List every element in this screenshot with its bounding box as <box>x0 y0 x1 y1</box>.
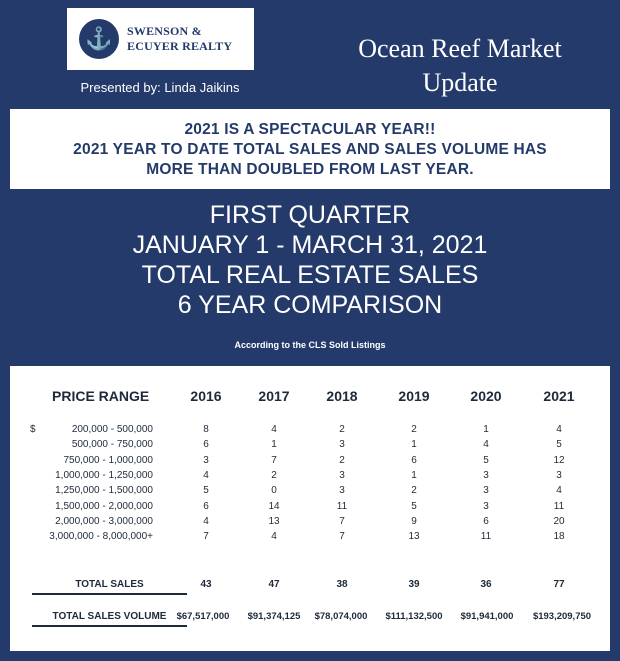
total-volume-cell: $111,132,500 <box>385 611 443 622</box>
sales-count-cell: 6 <box>411 455 417 466</box>
total-sales-cell: 39 <box>408 579 420 590</box>
sales-count-cell: 2 <box>411 485 417 496</box>
sales-count-cell: 7 <box>339 531 345 542</box>
company-logo: ⚓ SWENSON & ECUYER REALTY <box>67 8 254 70</box>
sales-count-cell: 1 <box>483 424 489 435</box>
anchor-icon: ⚓ <box>79 19 119 59</box>
sales-count-cell: 3 <box>339 470 345 481</box>
sales-count-cell: 2 <box>271 470 277 481</box>
currency-symbol: $ <box>30 424 36 435</box>
sales-count-cell: 9 <box>411 516 417 527</box>
announcement-line: MORE THAN DOUBLED FROM LAST YEAR. <box>146 161 474 178</box>
sales-count-cell: 2 <box>339 424 345 435</box>
total-sales-cell: 47 <box>268 579 280 590</box>
sales-count-cell: 6 <box>203 501 209 512</box>
sales-count-cell: 11 <box>553 501 565 512</box>
sales-count-cell: 3 <box>339 439 345 450</box>
sales-count-cell: 4 <box>203 470 209 481</box>
sales-count-cell: 3 <box>483 501 489 512</box>
price-range-label: 3,000,000 - 8,000,000+ <box>49 531 153 542</box>
total-volume-cell: $91,941,000 <box>460 611 514 622</box>
price-range-label: 500,000 - 750,000 <box>71 439 153 450</box>
company-name: SWENSON & ECUYER REALTY <box>127 24 233 53</box>
sales-count-cell: 0 <box>271 485 277 496</box>
year-header: 2016 <box>190 388 222 404</box>
price-range-label: 200,000 - 500,000 <box>71 424 153 435</box>
total-sales-cell: 77 <box>553 579 565 590</box>
sales-count-cell: 1 <box>271 439 277 450</box>
year-header: 2017 <box>258 388 290 404</box>
presenter-credit: Presented by: Linda Jaikins <box>80 80 240 95</box>
price-range-label: 750,000 - 1,000,000 <box>63 455 153 466</box>
sales-count-cell: 11 <box>336 501 348 512</box>
headline-line: TOTAL REAL ESTATE SALES <box>141 261 479 289</box>
sales-count-cell: 18 <box>553 531 565 542</box>
sales-count-cell: 4 <box>271 531 277 542</box>
sales-count-cell: 13 <box>268 516 280 527</box>
sales-count-cell: 3 <box>483 485 489 496</box>
sales-comparison-table: PRICE RANGE $ 2016 2017 2018 2019 2020 2021 20… <box>10 366 610 651</box>
announcement-line: 2021 YEAR TO DATE TOTAL SALES AND SALES … <box>73 141 547 158</box>
sales-count-cell: 6 <box>483 516 489 527</box>
sales-count-cell: 12 <box>553 455 565 466</box>
sales-count-cell: 20 <box>553 516 565 527</box>
sales-count-cell: 4 <box>483 439 489 450</box>
sales-count-cell: 2 <box>411 424 417 435</box>
sales-count-cell: 8 <box>203 424 209 435</box>
sales-count-cell: 5 <box>483 455 489 466</box>
year-header: 2018 <box>326 388 358 404</box>
sales-count-cell: 2 <box>339 455 345 466</box>
sales-count-cell: 3 <box>556 470 562 481</box>
announcement-line: 2021 IS A SPECTACULAR YEAR!! <box>184 121 436 138</box>
sales-count-cell: 7 <box>271 455 277 466</box>
price-range-label: 1,500,000 - 2,000,000 <box>55 501 153 512</box>
announcement-banner: 2021 IS A SPECTACULAR YEAR!! 2021 YEAR T… <box>10 109 610 189</box>
price-range-label: 1,250,000 - 1,500,000 <box>55 485 153 496</box>
sales-count-cell: 4 <box>556 485 562 496</box>
total-volume-label: TOTAL SALES VOLUME <box>52 611 167 622</box>
price-range-header: PRICE RANGE <box>52 388 150 404</box>
total-sales-underline <box>32 593 187 595</box>
sales-count-cell: 3 <box>203 455 209 466</box>
total-volume-cell: $91,374,125 <box>247 611 301 622</box>
total-sales-cell: 36 <box>480 579 492 590</box>
sales-count-cell: 11 <box>480 531 492 542</box>
total-volume-cell: $193,209,750 <box>532 611 592 622</box>
sales-count-cell: 3 <box>483 470 489 481</box>
sales-count-cell: 14 <box>268 501 280 512</box>
price-range-label: 1,000,000 - 1,250,000 <box>55 470 153 481</box>
headline-line: 6 YEAR COMPARISON <box>177 291 443 319</box>
sales-count-cell: 7 <box>203 531 209 542</box>
total-volume-underline <box>32 625 187 627</box>
sales-count-cell: 5 <box>556 439 562 450</box>
total-sales-cell: 43 <box>200 579 212 590</box>
sales-count-cell: 3 <box>339 485 345 496</box>
headline-line: JANUARY 1 - MARCH 31, 2021 <box>132 231 488 259</box>
total-volume-cell: $78,074,000 <box>314 611 368 622</box>
year-header: 2020 <box>470 388 502 404</box>
headline-line: FIRST QUARTER <box>209 201 411 229</box>
sales-count-cell: 13 <box>408 531 420 542</box>
total-sales-cell: 38 <box>336 579 348 590</box>
sales-count-cell: 4 <box>556 424 562 435</box>
year-header: 2019 <box>398 388 430 404</box>
page-title: Ocean Reef Market Update <box>358 34 562 97</box>
sales-count-cell: 1 <box>411 470 417 481</box>
sales-count-cell: 5 <box>411 501 417 512</box>
sales-count-cell: 7 <box>339 516 345 527</box>
sales-count-cell: 6 <box>203 439 209 450</box>
sales-count-cell: 4 <box>203 516 209 527</box>
sales-count-cell: 5 <box>203 485 209 496</box>
report-headline: FIRST QUARTER JANUARY 1 - MARCH 31, 2021… <box>0 200 620 320</box>
source-note: According to the CLS Sold Listings <box>234 340 386 350</box>
year-header: 2021 <box>543 388 575 404</box>
sales-count-cell: 1 <box>411 439 417 450</box>
price-range-label: 2,000,000 - 3,000,000 <box>55 516 153 527</box>
sales-count-cell: 4 <box>271 424 277 435</box>
total-sales-label: TOTAL SALES <box>75 579 144 590</box>
total-volume-cell: $67,517,000 <box>176 611 230 622</box>
